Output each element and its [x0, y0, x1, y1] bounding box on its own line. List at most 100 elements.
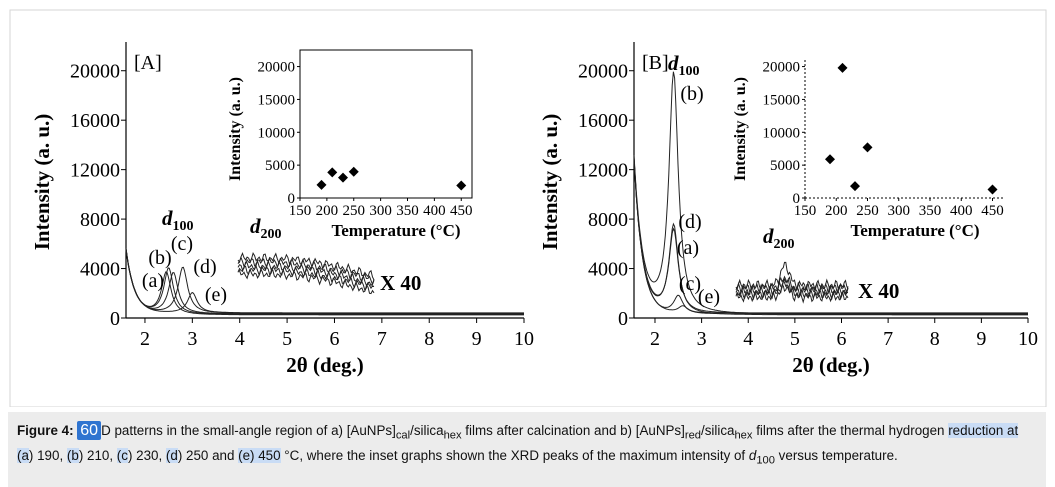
x-tick-label: 8 [930, 328, 940, 350]
y-tick-label: 16000 [70, 110, 120, 132]
y-tick-label: 20000 [578, 61, 628, 83]
x-tick-label: 10 [514, 328, 534, 350]
x-tick-label: 10 [1018, 328, 1038, 350]
inset-data-point [338, 172, 348, 183]
inset-x-tick-label: 200 [316, 203, 339, 219]
magnified-trace [735, 278, 849, 301]
y-tick-label: 0 [110, 308, 120, 330]
inset-y-tick-label: 15000 [258, 92, 296, 108]
inset-y-tick-label: 0 [793, 191, 801, 207]
y-tick-label: 4000 [588, 259, 628, 281]
series-label: (b) [680, 83, 703, 105]
y-tick-label: 12000 [578, 160, 628, 182]
inset-x-tick-label: 350 [396, 203, 419, 219]
caption-text-5: films after the thermal hydrogen [752, 423, 949, 438]
magnified-trace [237, 256, 375, 286]
inset-y-tick-label: 10000 [258, 125, 296, 141]
caption-sub-hex-1: hex [443, 429, 462, 442]
inset-x-tick-label: 450 [450, 203, 473, 219]
magnified-trace [735, 284, 849, 304]
scale-label: X 40 [858, 279, 899, 303]
y-tick-label: 16000 [578, 110, 628, 132]
inset-y-tick-label: 5000 [265, 158, 295, 174]
inset-chart: 0 5000 10000 15000 20000 150 200 250 300 350 400 45… [227, 49, 473, 240]
x-tick-label: 9 [976, 328, 986, 350]
x-tick-label: 2 [140, 328, 150, 350]
series-label: (b) [148, 247, 171, 269]
inset-data-point [987, 184, 998, 195]
caption-sub-cal: cal [395, 429, 411, 442]
peak-label-d200: d200 [763, 224, 795, 252]
x-tick-label: 2 [650, 328, 660, 350]
series-line [633, 158, 1028, 314]
inset-x-tick-label: 400 [950, 203, 973, 219]
inset-data-point [862, 142, 873, 153]
figure-caption: Figure 4: 60 D patterns in the small-angl… [8, 412, 1046, 487]
inset-frame [299, 49, 473, 199]
x-tick-label: 6 [329, 328, 339, 350]
magnified-trace [237, 259, 375, 287]
y-tick-label: 8000 [588, 209, 628, 231]
x-tick-label: 4 [743, 328, 753, 350]
x-axis-label: 2θ (deg.) [792, 353, 869, 377]
caption-text-10: °C, where the inset graphs shown the XRD… [280, 447, 749, 463]
caption-text-6: ) 190, [28, 447, 67, 463]
panel-label: [B] [642, 52, 669, 74]
inset-data-point [327, 167, 338, 178]
caption-text-9: ) 250 and [177, 447, 239, 463]
caption-highlight-e: (e) 450 [238, 447, 281, 463]
caption-label: Figure 4: [17, 423, 74, 438]
inset-y-tick-label: 5000 [770, 158, 800, 174]
inset-data-point [837, 62, 848, 73]
magnified-trace [237, 268, 375, 295]
magnified-region [237, 251, 375, 295]
series-label: (c) [171, 233, 193, 255]
series-label: (c) [679, 273, 701, 295]
scale-label: X 40 [380, 271, 421, 295]
y-axis-label: Intensity (a. u.) [538, 114, 562, 251]
y-axis-label: Intensity (a. u.) [30, 114, 54, 251]
peak-label-d200: d200 [250, 214, 282, 242]
inset-y-tick-label: 20000 [763, 60, 801, 76]
caption-highlight-c: (c [116, 447, 128, 463]
inset-data-point [825, 154, 835, 165]
x-tick-label: 9 [472, 328, 482, 350]
caption-sub-100: 100 [756, 454, 775, 467]
curves [633, 71, 1028, 316]
page-badge: 60 [77, 421, 102, 440]
inset-x-tick-label: 300 [369, 203, 392, 219]
inset-x-axis-label: Temperature (°C) [331, 221, 460, 240]
inset-x-tick-label: 200 [825, 203, 848, 219]
panel-label: [A] [134, 52, 162, 74]
series-label: (e) [205, 284, 227, 306]
y-tick-label: 0 [618, 308, 628, 330]
peak-label-d100: d100 [668, 51, 700, 79]
inset-y-axis-label: Intensity (a. u.) [227, 77, 244, 181]
caption-text-8: ) 230, [127, 447, 166, 463]
inset-x-tick-label: 450 [981, 203, 1004, 219]
x-tick-label: 4 [235, 328, 245, 350]
caption-text-2: /silica [410, 423, 444, 438]
magnified-region [735, 261, 849, 304]
inset-y-tick-label: 20000 [258, 60, 296, 76]
x-tick-label: 5 [790, 328, 800, 350]
caption-highlight-d: (d [165, 447, 178, 463]
series-line [125, 248, 524, 314]
inset-y-tick-label: 0 [288, 191, 296, 207]
y-tick-label: 12000 [70, 160, 120, 182]
x-tick-label: 7 [377, 328, 387, 350]
x-tick-label: 3 [697, 328, 707, 350]
inset-x-tick-label: 350 [919, 203, 942, 219]
curves [125, 248, 524, 316]
inset-y-tick-label: 10000 [763, 125, 801, 141]
caption-d-italic: d [748, 447, 757, 463]
inset-data-point [456, 180, 467, 191]
series-line [633, 158, 1028, 316]
y-tick-label: 20000 [70, 61, 120, 83]
series-label: (e) [698, 286, 720, 308]
caption-text-11: versus temperature. [774, 447, 898, 463]
inset-x-axis-label: Temperature (°C) [850, 221, 979, 240]
caption-highlight-b: (b [66, 447, 79, 463]
